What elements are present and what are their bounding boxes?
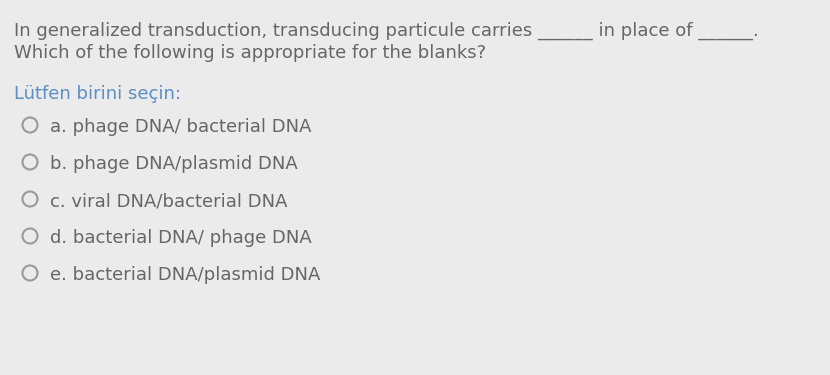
Text: In generalized transduction, transducing particule carries ______ in place of __: In generalized transduction, transducing… [14, 22, 759, 40]
Text: d. bacterial DNA/ phage DNA: d. bacterial DNA/ phage DNA [50, 229, 312, 247]
Text: e. bacterial DNA/plasmid DNA: e. bacterial DNA/plasmid DNA [50, 266, 320, 284]
Text: c. viral DNA/bacterial DNA: c. viral DNA/bacterial DNA [50, 192, 287, 210]
Text: b. phage DNA/plasmid DNA: b. phage DNA/plasmid DNA [50, 155, 298, 173]
Text: Which of the following is appropriate for the blanks?: Which of the following is appropriate fo… [14, 44, 486, 62]
Text: Lütfen birini seçin:: Lütfen birini seçin: [14, 85, 181, 103]
Text: a. phage DNA/ bacterial DNA: a. phage DNA/ bacterial DNA [50, 118, 311, 136]
